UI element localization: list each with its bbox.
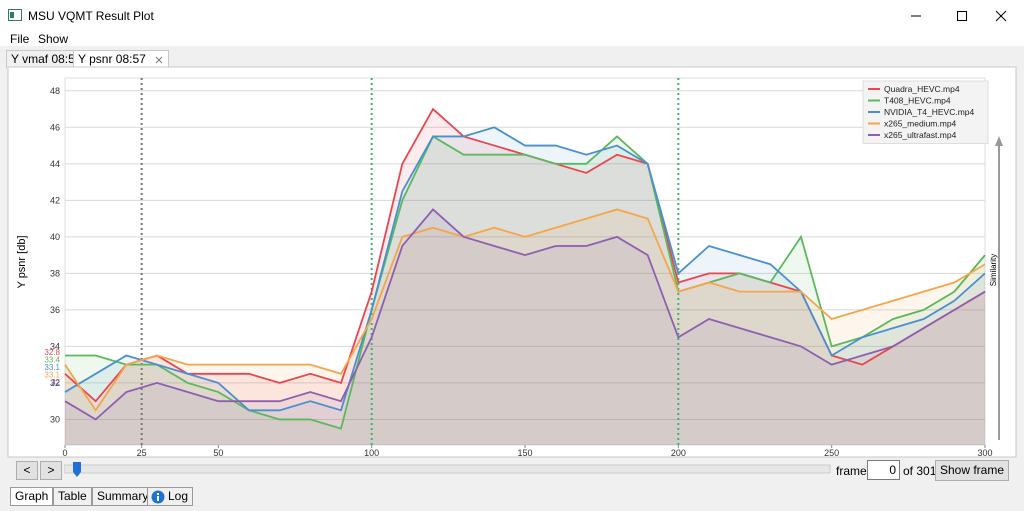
app-icon (8, 9, 22, 21)
tab-label: Y psnr 08:57 (78, 52, 146, 66)
y-axis-label: Y psnr [db] (16, 236, 28, 289)
y-tick-label: 42 (50, 195, 60, 205)
y-tick-label: 40 (50, 232, 60, 242)
prev-button[interactable]: < (16, 461, 38, 480)
tab-close[interactable] (155, 56, 163, 64)
mean-label: 33.1 (44, 363, 60, 372)
chart: Y psnr [db] Similarity 30 32 34 36 38 40 42 44 4… (7, 66, 1017, 458)
y-tick-label: 44 (50, 159, 60, 169)
menu-item[interactable]: Show (38, 32, 69, 46)
x-tick-label: 0 (62, 448, 67, 458)
show-frame-button[interactable]: Show frame (935, 460, 1009, 481)
info-icon (151, 490, 165, 504)
area-fill (65, 209, 985, 445)
series-line (64, 208, 986, 412)
x-tick-label: 200 (671, 448, 686, 458)
y-tick-label: 34 (50, 341, 60, 351)
tab[interactable]: Y psnr 08:57 (73, 50, 169, 68)
y-tick-label: 46 (50, 122, 60, 132)
frame-label: frame (836, 464, 867, 478)
x-tick-label: 150 (517, 448, 532, 458)
area-fill (65, 109, 985, 446)
window-controls[interactable] (905, 8, 1015, 24)
menu-bar: File Show (0, 32, 1024, 46)
area-fill (65, 127, 985, 445)
y-tick-label: 30 (50, 414, 60, 424)
legend-label: T408_HEVC.mp4 (884, 96, 951, 106)
series-line (64, 208, 986, 421)
legend-box (862, 80, 989, 144)
area-fill (65, 136, 985, 445)
x-tick-label: 250 (824, 448, 839, 458)
bottom-tab[interactable]: Summary (92, 487, 154, 506)
mean-label: 33.1 (44, 371, 60, 380)
legend-label: NVIDIA_T4_HEVC.mp4 (884, 107, 974, 117)
x-tick-label: 50 (213, 448, 223, 458)
legend-label: x265_medium.mp4 (884, 119, 957, 129)
y-tick-label: 38 (50, 268, 60, 278)
title-bar: MSU VQMT Result Plot (0, 0, 1024, 32)
tab-label: Log (168, 489, 189, 503)
next-button[interactable]: > (40, 461, 62, 480)
bottom-tab[interactable]: Table (53, 487, 92, 506)
menu-item[interactable]: File (10, 32, 30, 46)
mean-label: 33.4 (44, 356, 60, 365)
x-tick-label: 100 (364, 448, 379, 458)
x-tick-label: 300 (977, 448, 992, 458)
similarity-arrowhead (995, 136, 1003, 146)
area-fill (65, 209, 985, 445)
legend-label: x265_ultrafast.mp4 (884, 130, 957, 140)
legend-label: Quadra_HEVC.mp4 (884, 84, 960, 94)
mean-label: 32.8 (44, 348, 60, 357)
frame-total: of 301 (903, 464, 937, 478)
series-line (65, 135, 986, 430)
side-label: Similarity (989, 254, 998, 286)
y-tick-label: 36 (50, 305, 60, 315)
y-tick-label: 32 (50, 378, 60, 388)
window-title: MSU VQMT Result Plot (28, 9, 154, 23)
bottom-tab[interactable]: Graph (10, 487, 54, 506)
mean-label: 32 (51, 378, 60, 387)
y-tick-label: 48 (50, 86, 60, 96)
bottom-tab[interactable]: Log (147, 487, 194, 506)
frame-slider[interactable] (64, 458, 832, 482)
series-line (64, 126, 986, 412)
frame-input[interactable]: 0 (867, 460, 900, 480)
x-tick-label: 25 (137, 448, 147, 458)
